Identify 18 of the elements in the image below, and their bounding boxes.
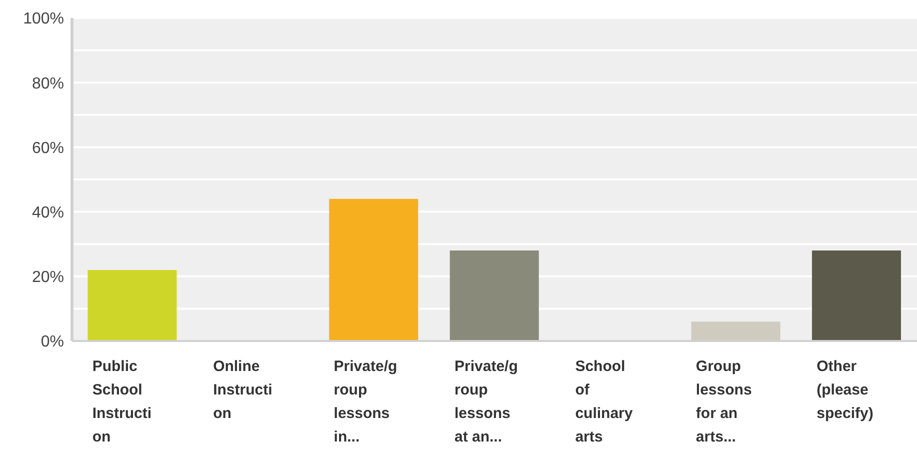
bar — [329, 198, 418, 341]
bar — [450, 250, 539, 341]
bar — [88, 270, 177, 341]
x-tick-label: Group lessons for an arts... — [696, 358, 752, 446]
x-tick-label: Private/group lessons in... — [334, 358, 398, 446]
bar — [812, 250, 901, 341]
x-tick-label: Public School Instruction — [92, 358, 152, 446]
x-tick-label: Private/group lessons at an... — [454, 358, 518, 446]
y-tick-label: 100% — [23, 10, 64, 28]
bar — [691, 322, 780, 341]
y-tick-label: 80% — [32, 75, 64, 92]
y-tick-label: 60% — [32, 140, 64, 157]
y-tick-label: 20% — [32, 269, 64, 286]
x-tick-label: Other (please specify) — [816, 358, 874, 422]
x-tick-label: Online Instruction — [213, 358, 272, 422]
x-tick-label: School of culinary arts — [575, 358, 634, 446]
y-tick-label: 40% — [32, 204, 64, 222]
y-tick-label: 0% — [40, 334, 64, 351]
